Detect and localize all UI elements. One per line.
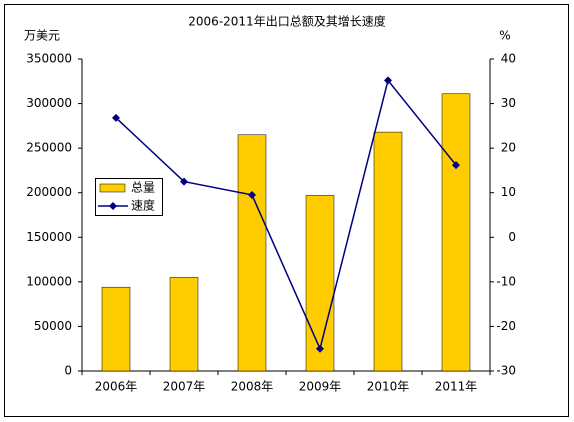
marker	[452, 161, 460, 170]
legend-label: 速度	[131, 198, 155, 213]
y-tick-label: 350000	[26, 52, 72, 66]
bar	[305, 195, 335, 372]
bar	[373, 131, 403, 372]
y-tick-label: 100000	[26, 274, 72, 288]
bar	[101, 286, 131, 372]
x-tick-label: 2006年	[95, 380, 138, 394]
y-tick-label: 250000	[26, 141, 72, 155]
bar	[237, 134, 267, 372]
y-tick-label: 300000	[26, 96, 72, 110]
x-tick-label: 2011年	[435, 380, 478, 394]
line	[115, 78, 457, 352]
bar	[169, 277, 199, 372]
legend-marker	[109, 202, 117, 210]
x-tick-label: 2009年	[299, 380, 342, 394]
y2-tick-label: -20	[496, 319, 516, 333]
y2-tick-label: -10	[496, 274, 516, 288]
marker	[112, 113, 120, 122]
y2-axis-title: %	[499, 29, 510, 43]
y-axis-title: 万美元	[24, 29, 60, 43]
y2-tick-label: 30	[501, 96, 516, 110]
y-tick-label: 0	[64, 364, 72, 378]
y2-tick-label: 40	[501, 52, 516, 66]
y2-tick-label: 0	[508, 230, 516, 244]
y2-tick-label: 20	[501, 141, 516, 155]
marker	[316, 344, 324, 353]
x-tick-label: 2007年	[163, 380, 206, 394]
y-tick-label: 50000	[34, 319, 72, 333]
y-tick-label: 200000	[26, 185, 72, 199]
marker	[180, 177, 188, 186]
legend-swatch	[99, 183, 126, 193]
y2-tick-label: 10	[501, 185, 516, 199]
chart-border	[4, 4, 569, 417]
x-tick-label: 2010年	[367, 380, 410, 394]
chart-title: 2006-2011年出口总额及其增长速度	[188, 14, 385, 29]
marker	[248, 190, 256, 199]
x-tick-label: 2008年	[231, 380, 274, 394]
bar	[441, 93, 471, 372]
legend-label: 总量	[131, 181, 155, 195]
y2-tick-label: -30	[496, 364, 516, 378]
y-tick-label: 150000	[26, 230, 72, 244]
marker	[384, 76, 392, 85]
